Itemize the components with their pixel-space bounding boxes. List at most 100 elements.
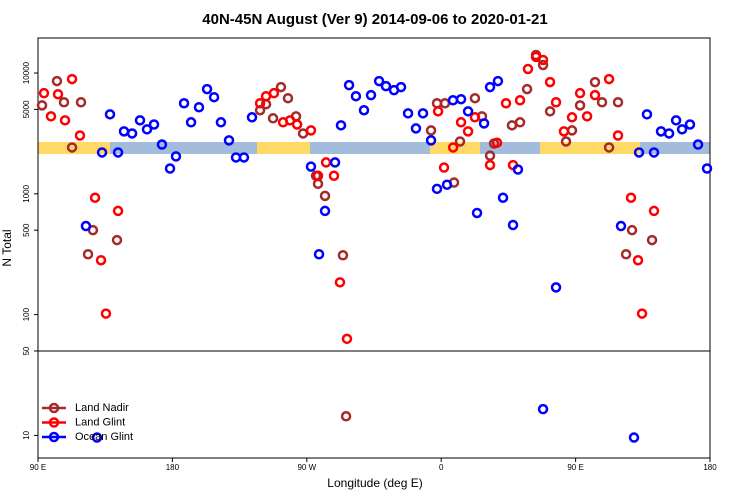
legend-label: Land Glint <box>75 416 125 428</box>
point <box>454 136 466 147</box>
point <box>282 92 294 104</box>
point <box>112 147 124 158</box>
point <box>550 96 562 108</box>
point <box>506 120 518 131</box>
point <box>111 234 123 246</box>
point <box>537 54 549 66</box>
point <box>663 128 675 139</box>
point <box>74 130 86 141</box>
point <box>484 81 496 93</box>
y-tick-label: 100 <box>22 307 31 321</box>
point <box>334 277 346 288</box>
point <box>497 192 509 203</box>
point <box>141 124 153 135</box>
point <box>118 126 130 137</box>
y-tick-label: 500 <box>22 223 31 237</box>
point <box>59 115 71 126</box>
point <box>507 219 519 231</box>
point <box>512 164 524 175</box>
point <box>112 205 124 217</box>
point <box>358 104 370 116</box>
legend-label: Ocean Glint <box>75 431 133 443</box>
point <box>267 113 279 124</box>
point <box>208 91 220 103</box>
point <box>395 81 407 93</box>
point <box>589 76 601 88</box>
point <box>628 432 640 443</box>
point <box>36 100 48 111</box>
point <box>632 254 644 266</box>
point <box>170 151 182 162</box>
x-axis-label: Longitude (deg E) <box>327 476 422 490</box>
point <box>215 117 227 128</box>
legend-label: Land Nadir <box>75 402 129 414</box>
point <box>45 111 57 122</box>
point <box>646 234 658 246</box>
point <box>95 254 107 266</box>
point <box>134 115 146 126</box>
point <box>337 250 349 261</box>
point <box>100 308 112 319</box>
point <box>238 152 250 163</box>
point <box>104 109 116 120</box>
point <box>66 73 78 85</box>
point <box>603 73 615 85</box>
point <box>615 220 627 232</box>
point <box>655 126 667 137</box>
point <box>329 157 341 168</box>
point <box>340 411 352 422</box>
point <box>425 125 437 136</box>
point <box>96 147 108 158</box>
legend-marker <box>48 402 60 414</box>
point <box>164 163 176 174</box>
point <box>305 161 317 172</box>
point <box>574 87 586 99</box>
point <box>223 135 235 146</box>
y-axis-label: N Total <box>0 229 14 266</box>
point <box>471 207 483 219</box>
point <box>312 170 324 182</box>
point <box>402 108 414 119</box>
point <box>193 101 205 113</box>
point <box>550 282 562 293</box>
point <box>462 126 474 137</box>
point <box>313 249 325 260</box>
point <box>492 75 504 87</box>
point <box>58 96 70 108</box>
point <box>91 432 103 443</box>
point <box>373 75 385 87</box>
point <box>447 142 459 153</box>
point <box>560 136 572 147</box>
point <box>291 119 303 130</box>
point <box>156 139 168 150</box>
point <box>380 80 392 92</box>
point <box>478 118 490 129</box>
point <box>455 93 467 105</box>
point <box>439 98 451 109</box>
point <box>335 120 347 131</box>
plot-frame <box>37 37 711 459</box>
point <box>596 96 608 108</box>
point <box>500 98 512 109</box>
point <box>612 130 624 141</box>
point <box>365 89 377 101</box>
point <box>625 192 637 203</box>
point <box>612 96 624 108</box>
point <box>185 117 197 128</box>
point <box>522 63 534 75</box>
point <box>148 119 160 130</box>
point <box>80 220 92 232</box>
point <box>648 205 660 217</box>
point <box>75 96 87 108</box>
point <box>82 249 94 260</box>
point <box>319 190 331 202</box>
point <box>417 108 429 119</box>
legend-marker <box>48 417 60 428</box>
point <box>254 98 266 109</box>
point <box>51 75 63 87</box>
point <box>469 92 481 104</box>
point <box>268 87 280 99</box>
point <box>462 106 474 117</box>
point <box>566 112 578 123</box>
point <box>491 137 503 148</box>
